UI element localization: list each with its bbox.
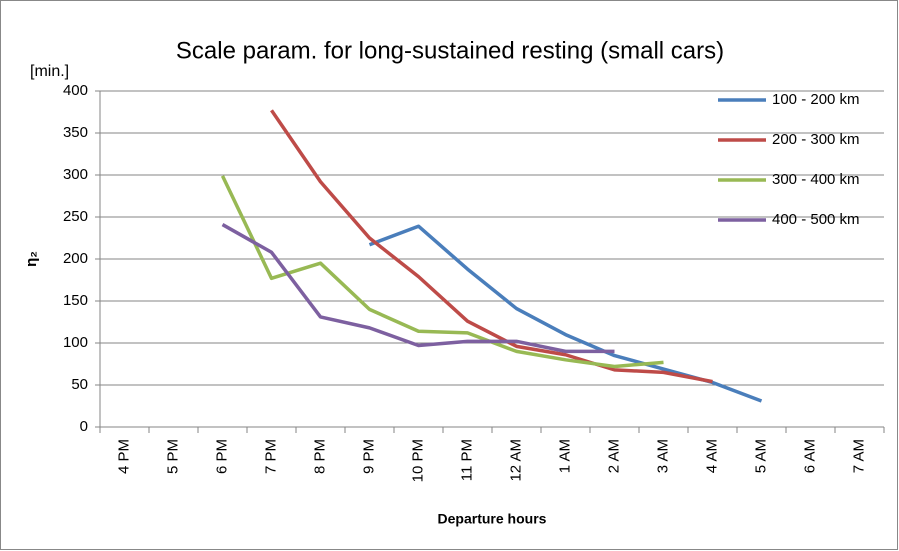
x-tick-label: 11 PM <box>458 439 475 481</box>
x-tick-label: 7 AM <box>850 439 867 473</box>
y-tick-label: 300 <box>63 166 88 183</box>
y-tick-label: 100 <box>63 334 88 351</box>
x-tick-label: 10 PM <box>409 439 426 482</box>
x-tick-label: 2 AM <box>605 439 622 473</box>
y-axis-label: η₂ <box>23 251 40 267</box>
legend-label: 400 - 500 km <box>772 211 860 228</box>
series-line <box>270 109 713 384</box>
x-tick-label: 6 PM <box>213 439 230 474</box>
x-tick-label: 5 AM <box>752 439 769 473</box>
x-tick-label: 6 AM <box>801 439 818 473</box>
y-unit-label: [min.] <box>30 63 69 80</box>
x-tick-label: 12 AM <box>507 439 524 482</box>
series-line <box>220 175 664 369</box>
x-tick-label: 7 PM <box>262 439 279 474</box>
x-tick-label: 1 AM <box>556 439 573 473</box>
legend-label: 300 - 400 km <box>772 171 860 188</box>
x-tick-label: 3 AM <box>654 439 671 473</box>
y-tick-label: 0 <box>80 418 88 435</box>
y-tick-label: 400 <box>63 82 88 99</box>
y-tick-label: 250 <box>63 208 88 225</box>
x-tick-label: 4 AM <box>703 439 720 473</box>
y-tick-label: 50 <box>71 376 88 393</box>
chart-title: Scale param. for long-sustained resting … <box>176 37 724 64</box>
x-axis-label: Departure hours <box>438 511 547 527</box>
series-line <box>221 223 615 354</box>
y-tick-label: 350 <box>63 124 88 141</box>
y-tick-label: 200 <box>63 250 88 267</box>
legend-label: 200 - 300 km <box>772 131 860 148</box>
legend-label: 100 - 200 km <box>772 91 860 108</box>
y-tick-label: 150 <box>63 292 88 309</box>
x-tick-label: 4 PM <box>115 439 132 474</box>
x-tick-label: 8 PM <box>311 439 328 474</box>
x-tick-label: 5 PM <box>164 439 181 474</box>
x-tick-label: 9 PM <box>360 439 377 474</box>
